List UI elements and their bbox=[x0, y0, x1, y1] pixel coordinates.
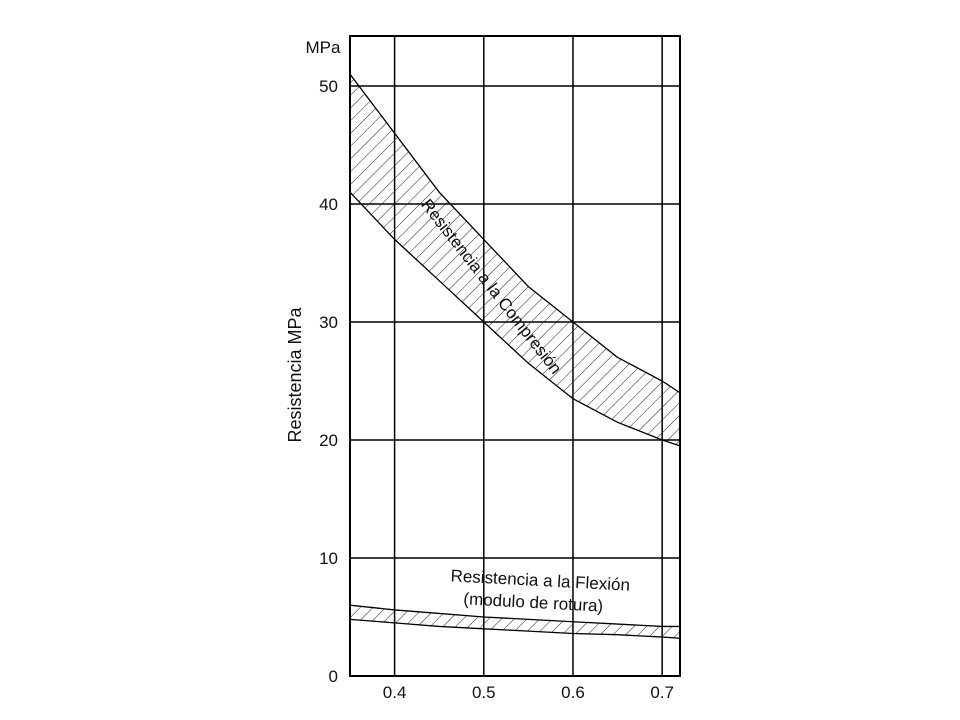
band-lower-line-1 bbox=[349, 618, 681, 639]
y-unit-label: MPa bbox=[306, 38, 342, 57]
axes: 0 10 20 30 40 50 0.4 0.5 0.6 0.7 bbox=[319, 35, 681, 702]
y-tick-label: 10 bbox=[319, 549, 338, 568]
y-axis-title: Resistencia MPa bbox=[285, 306, 305, 442]
y-tick-label: 30 bbox=[319, 313, 338, 332]
plot-frame bbox=[349, 35, 681, 677]
y-tick-label: 50 bbox=[319, 77, 338, 96]
y-tick-label: 20 bbox=[319, 431, 338, 450]
band-upper-line-1 bbox=[349, 604, 680, 628]
x-tick-label: 0.6 bbox=[561, 683, 585, 702]
x-tick-label: 0.4 bbox=[383, 683, 407, 702]
y-tick-label: 40 bbox=[319, 195, 338, 214]
bands bbox=[349, 73, 681, 639]
band-area-0 bbox=[350, 74, 680, 446]
x-tick-label: 0.5 bbox=[472, 683, 496, 702]
band-lower-line-0 bbox=[349, 191, 681, 447]
y-tick-label: 0 bbox=[329, 667, 338, 686]
band-upper-line-0 bbox=[349, 73, 681, 394]
compression-band-label: Resistencia a la Compresión bbox=[417, 196, 565, 378]
x-tick-label: 0.7 bbox=[650, 683, 674, 702]
